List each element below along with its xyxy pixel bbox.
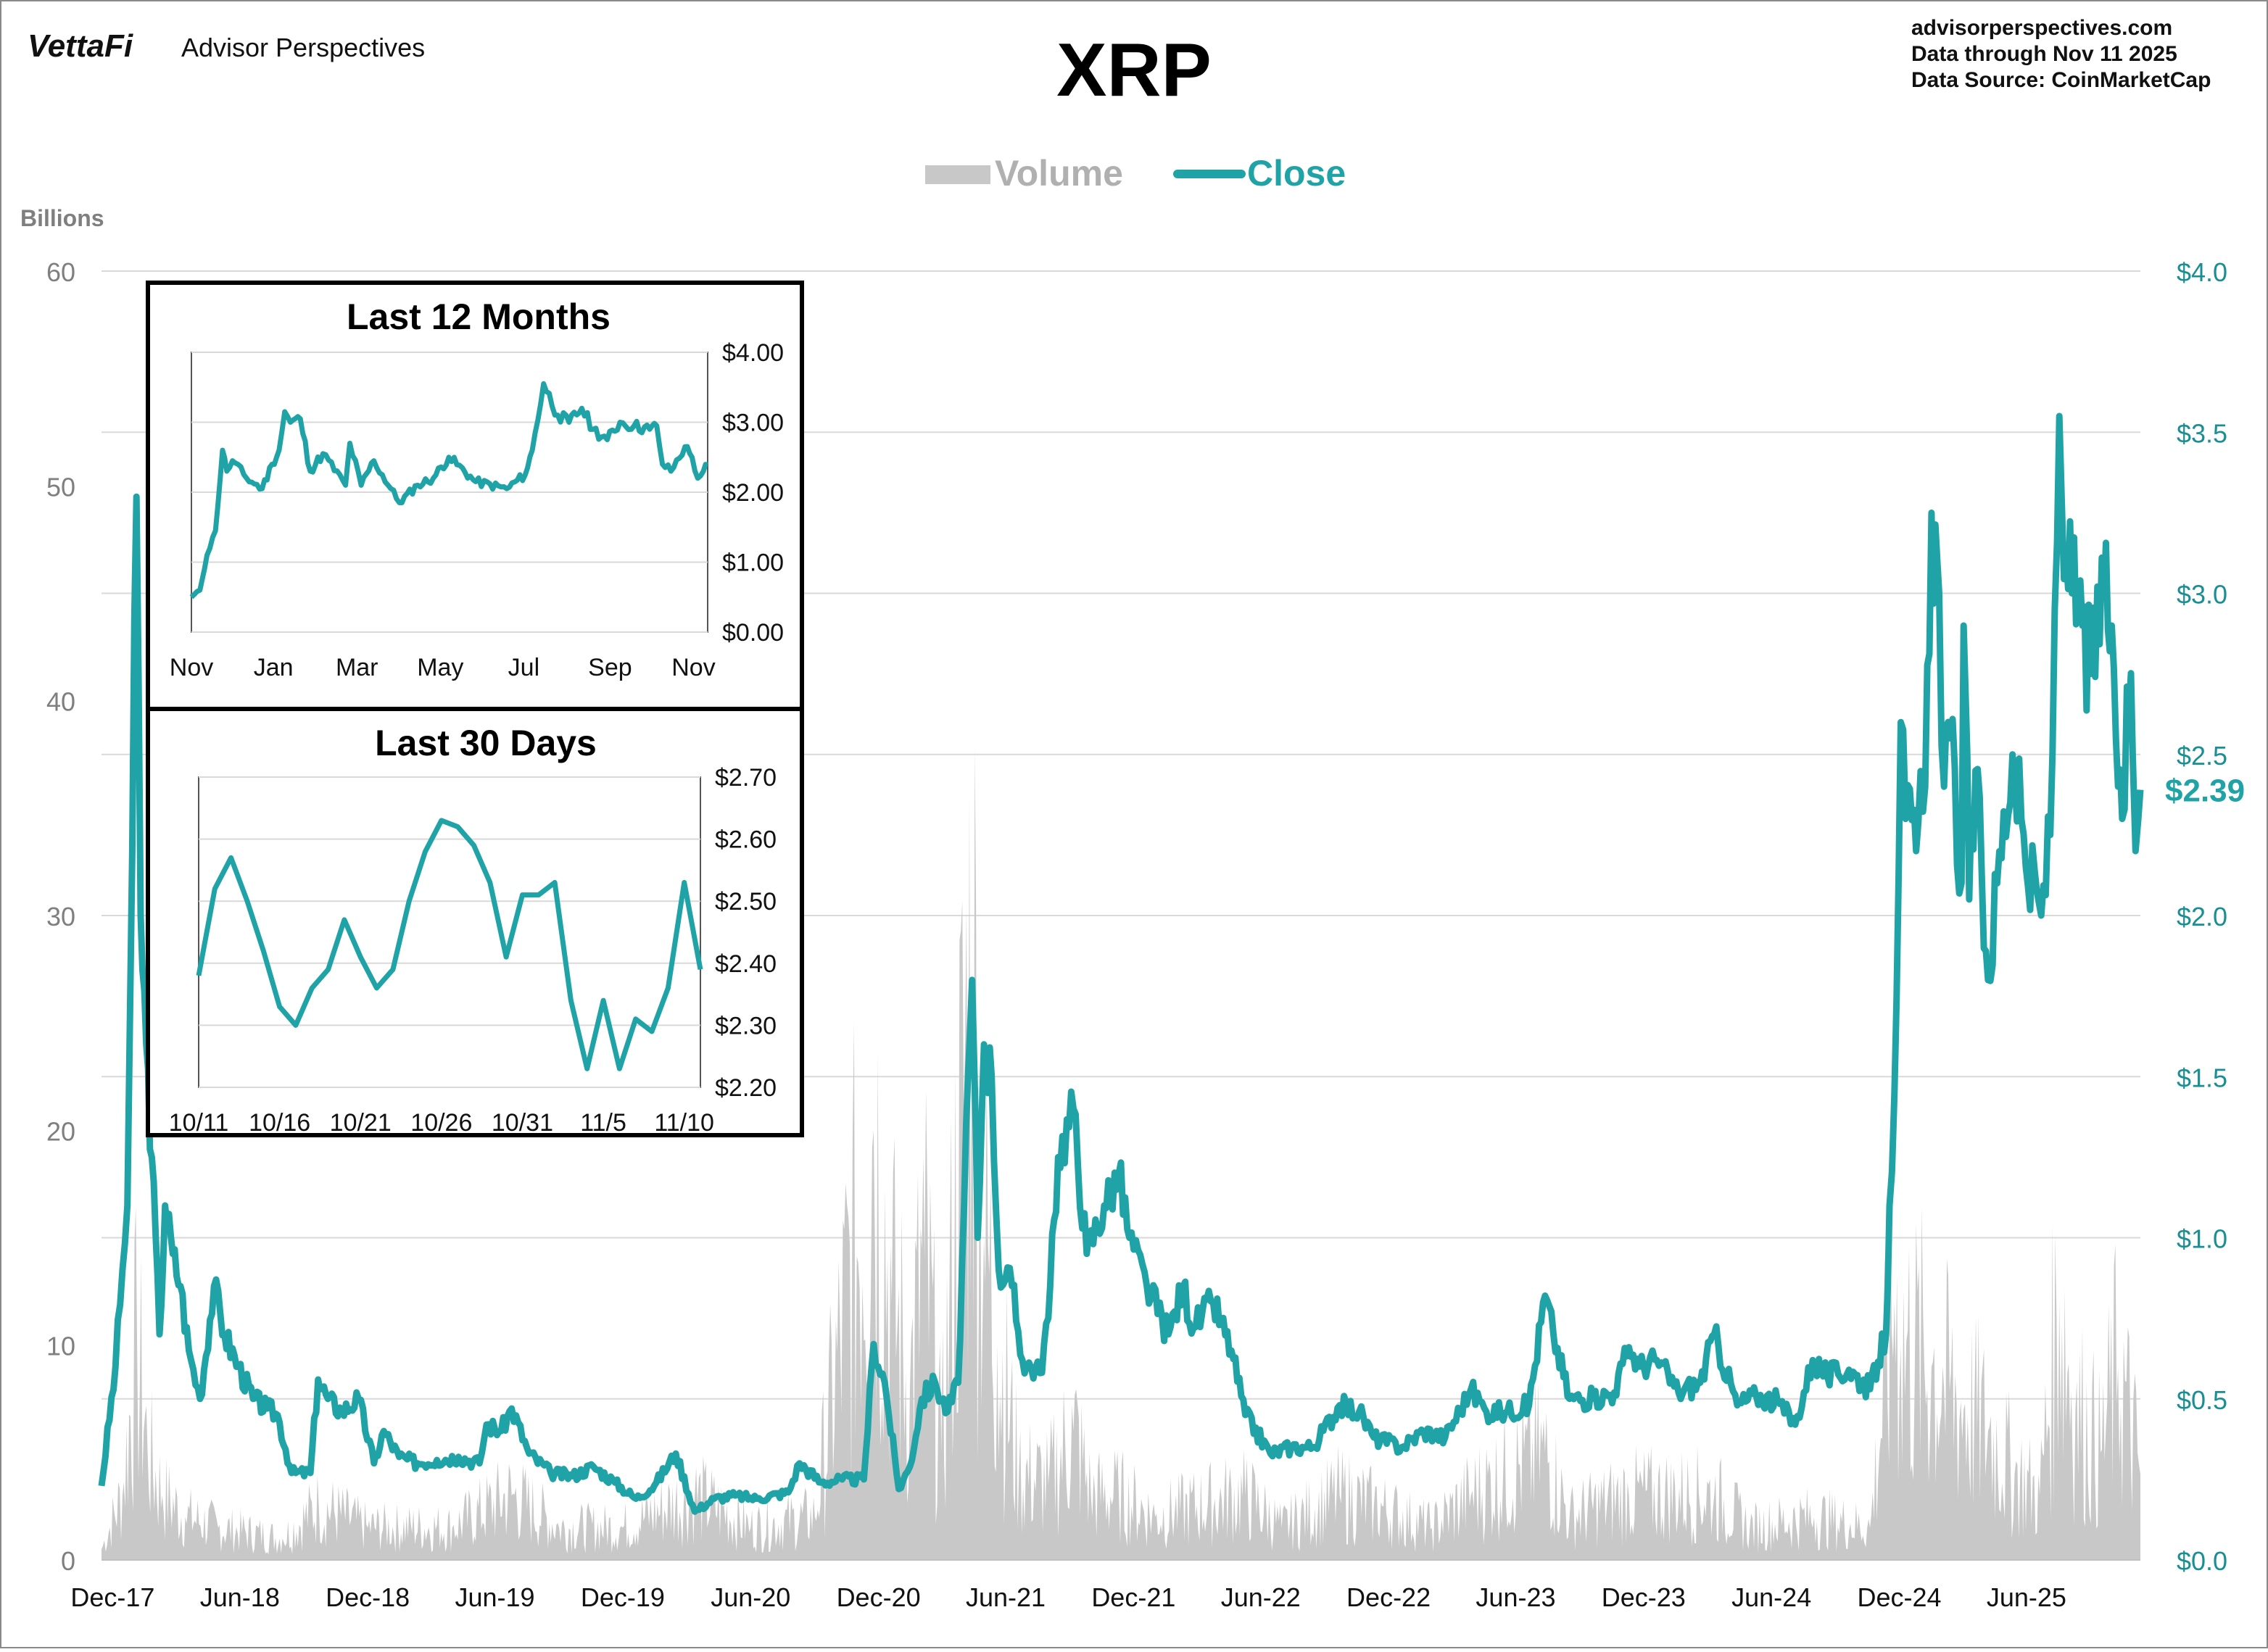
- legend-volume-swatch: [925, 165, 990, 184]
- inset-y-tick-label: $0.00: [722, 619, 784, 647]
- legend-volume-label: Volume: [995, 153, 1123, 194]
- inset-x-tick-label: 10/26: [410, 1109, 472, 1137]
- inset-12m-title: Last 12 Months: [347, 296, 611, 337]
- left-axis-unit-label: Billions: [20, 205, 104, 231]
- right-axis-tick-label: $2.5: [2177, 741, 2227, 771]
- publisher-name: Advisor Perspectives: [181, 33, 425, 62]
- inset-y-tick-label: $2.50: [715, 888, 777, 916]
- x-axis-tick-label: Jun-22: [1221, 1582, 1301, 1612]
- data-through: Data through Nov 11 2025: [1911, 42, 2177, 66]
- x-axis-tick-label: Dec-24: [1858, 1582, 1942, 1612]
- left-axis-tick-label: 20: [46, 1116, 75, 1146]
- inset-x-tick-label: May: [417, 654, 463, 681]
- last-value-label: $2.39: [2165, 773, 2245, 809]
- x-axis-tick-label: Jun-18: [200, 1582, 280, 1612]
- x-axis-tick-label: Dec-22: [1346, 1582, 1431, 1612]
- right-axis-tick-label: $3.0: [2177, 580, 2227, 610]
- x-axis-tick-label: Jun-24: [1731, 1582, 1811, 1612]
- left-axis-tick-label: 50: [46, 472, 75, 502]
- inset-x-tick-label: 10/11: [169, 1109, 229, 1137]
- left-axis-tick-label: 30: [46, 902, 75, 931]
- right-axis-tick-label: $2.0: [2177, 902, 2227, 931]
- inset-x-tick-label: 11/5: [580, 1109, 626, 1137]
- inset-30d-grid: [199, 776, 700, 1088]
- legend-close-label: Close: [1247, 153, 1346, 194]
- inset-12m-axes: $4.00 $3.00 $2.00 $1.00 $0.00 Nov Jan Mar May Jul…: [170, 339, 784, 681]
- inset-x-tick-label: Mar: [336, 654, 378, 681]
- inset-x-tick-label: 10/16: [249, 1109, 310, 1137]
- inset-x-tick-label: Jul: [508, 654, 539, 681]
- inset-y-tick-label: $2.20: [715, 1074, 777, 1102]
- x-axis-tick-label: Jun-25: [1987, 1582, 2066, 1612]
- x-axis-tick-label: Dec-18: [326, 1582, 410, 1612]
- inset-y-tick-label: $2.00: [722, 479, 784, 507]
- inset-last-30-days: Last 30 Days $2.70$2.60$2.50$2.40$2.30$2…: [146, 707, 804, 1137]
- inset-close-line: [189, 381, 708, 599]
- inset-y-tick-label: $2.30: [715, 1012, 777, 1039]
- main-axes: $0.0$0.5$1.0$1.5$2.0$2.5$3.0$3.5$4.00102…: [46, 257, 2227, 1612]
- inset-30d-title: Last 30 Days: [375, 723, 597, 763]
- inset-y-tick-label: $2.40: [715, 950, 777, 978]
- close-series: [98, 412, 2144, 1515]
- x-axis-tick-label: Jun-23: [1476, 1582, 1555, 1612]
- x-axis-tick-label: Jun-19: [455, 1582, 535, 1612]
- legend: Volume Close: [925, 153, 1346, 194]
- x-axis-tick-label: Dec-17: [70, 1582, 154, 1612]
- inset-x-tick-label: Nov: [170, 654, 213, 681]
- inset-12m-close-series: [189, 381, 708, 599]
- inset-y-tick-label: $3.00: [722, 410, 784, 437]
- inset-x-tick-label: Sep: [588, 654, 632, 681]
- inset-last-12-months: Last 12 Months $4.00 $3.00 $2.00 $1.00 $0.00…: [146, 281, 804, 711]
- left-axis-tick-label: 60: [46, 257, 75, 287]
- brand-name: VettaFi: [28, 28, 133, 64]
- left-axis-tick-label: 0: [61, 1546, 75, 1576]
- x-axis-tick-label: Jun-21: [966, 1582, 1046, 1612]
- inset-close-line: [196, 818, 703, 1071]
- inset-x-tick-label: Jan: [254, 654, 294, 681]
- x-axis-tick-label: Jun-20: [711, 1582, 790, 1612]
- x-axis-tick-label: Dec-20: [837, 1582, 921, 1612]
- brand-logo: VettaFi: [28, 28, 133, 64]
- inset-y-tick-label: $1.00: [722, 549, 784, 577]
- data-source: Data Source: CoinMarketCap: [1911, 68, 2211, 92]
- right-axis-tick-label: $0.5: [2177, 1385, 2227, 1415]
- left-axis-tick-label: 40: [46, 687, 75, 717]
- right-axis-tick-label: $3.5: [2177, 418, 2227, 448]
- close-line: [98, 412, 2144, 1515]
- inset-30d-frame: [146, 707, 804, 1137]
- volume-area: [102, 747, 2140, 1560]
- right-axis-tick-label: $0.0: [2177, 1546, 2227, 1576]
- inset-x-tick-label: Nov: [671, 654, 715, 681]
- chart-title: XRP: [1056, 28, 1212, 112]
- site-url: advisorperspectives.com: [1911, 16, 2172, 40]
- x-axis-tick-label: Dec-21: [1091, 1582, 1175, 1612]
- right-axis-tick-label: $4.0: [2177, 257, 2227, 287]
- volume-series: [102, 747, 2140, 1560]
- inset-y-tick-label: $4.00: [722, 339, 784, 367]
- inset-x-tick-label: 10/21: [330, 1109, 392, 1137]
- right-axis-tick-label: $1.5: [2177, 1063, 2227, 1092]
- inset-x-tick-label: 11/10: [654, 1109, 714, 1137]
- x-axis-tick-label: Dec-23: [1602, 1582, 1686, 1612]
- inset-30d-close-series: [196, 818, 703, 1071]
- inset-y-tick-label: $2.70: [715, 764, 777, 792]
- inset-12m-frame: [146, 281, 804, 711]
- x-axis-tick-label: Dec-19: [581, 1582, 665, 1612]
- inset-x-tick-label: 10/31: [492, 1109, 553, 1137]
- inset-30d-axes: $2.70 $2.60 $2.50 $2.40 $2.30 $2.20 10/11 10/16…: [169, 764, 777, 1137]
- inset-y-tick-label: $2.60: [715, 826, 777, 854]
- right-axis-tick-label: $1.0: [2177, 1224, 2227, 1254]
- left-axis-tick-label: 10: [46, 1332, 75, 1361]
